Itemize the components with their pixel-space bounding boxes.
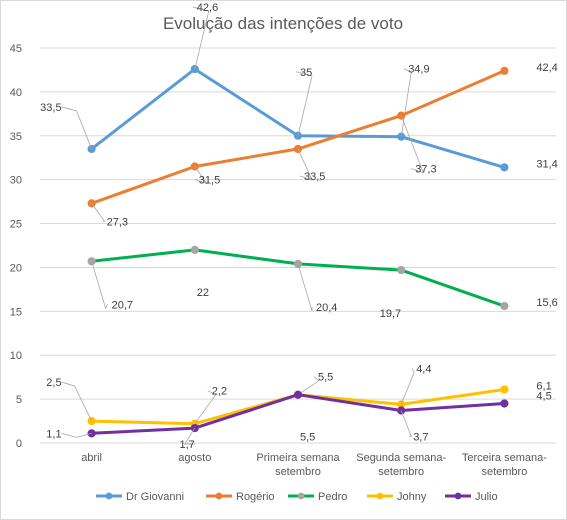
data-label: 3,7 (413, 432, 428, 444)
leader-line (400, 68, 412, 137)
y-tick-label: 45 (10, 43, 22, 55)
x-tick-label: Primeira semana (256, 452, 340, 464)
data-point (500, 66, 509, 75)
data-label: 6,1 (536, 380, 551, 392)
leader-line (61, 432, 92, 438)
data-label: 31,4 (536, 158, 557, 170)
legend-entry: Julio (475, 491, 498, 503)
data-point (500, 385, 509, 394)
leader-line (61, 106, 92, 150)
leader-line (91, 203, 106, 222)
data-point (293, 144, 303, 154)
data-point (190, 245, 199, 254)
series-line (91, 248, 505, 308)
data-label: 34,9 (408, 64, 429, 76)
y-tick-label: 15 (10, 306, 22, 318)
x-tick-label: Terceira semana- (462, 452, 547, 464)
leader-line (297, 263, 313, 312)
data-label: 33,5 (304, 171, 325, 183)
legend-entry: Dr Giovanni (126, 491, 184, 503)
leader-line (184, 427, 196, 445)
data-label: 1,7 (180, 439, 195, 451)
data-label: 22 (197, 287, 209, 299)
legend-entry: Johny (397, 491, 427, 503)
data-label: 33,5 (40, 102, 61, 114)
leader-line (194, 166, 208, 185)
y-tick-label: 10 (10, 350, 22, 362)
legend-marker (454, 492, 462, 500)
data-label: 5,5 (318, 372, 333, 384)
y-tick-label: 35 (10, 131, 22, 143)
leader-line (400, 115, 424, 174)
leader-line (61, 381, 92, 422)
data-label: 5,5 (300, 432, 315, 444)
data-label: 35 (300, 67, 312, 79)
data-point (500, 163, 509, 172)
legend-marker (105, 492, 113, 500)
x-tick-label: abril (81, 452, 102, 464)
data-point (190, 64, 199, 74)
data-point (190, 162, 199, 171)
y-tick-label: 20 (10, 262, 22, 274)
data-label: 4,4 (416, 363, 431, 375)
data-label: 19,7 (380, 308, 401, 320)
y-tick-label: 25 (10, 219, 22, 231)
data-label: 42,6 (197, 2, 218, 14)
x-tick-label: setembro (481, 466, 527, 478)
legend-marker (376, 492, 384, 500)
data-point (500, 399, 509, 408)
leader-line (295, 71, 313, 136)
data-label: 20,4 (316, 302, 337, 314)
data-label: 2,2 (212, 386, 227, 398)
data-label: 1,1 (46, 428, 61, 440)
data-label: 2,5 (46, 377, 61, 389)
y-tick-label: 5 (16, 394, 22, 406)
data-label: 15,6 (536, 297, 557, 309)
leader-line (297, 376, 320, 396)
data-label: 27,3 (107, 216, 128, 228)
leader-line (91, 261, 108, 310)
data-label: 20,7 (112, 299, 133, 311)
x-tick-label: setembro (378, 466, 424, 478)
x-tick-label: setembro (275, 466, 321, 478)
leader-line (297, 148, 313, 181)
legend-marker (297, 492, 305, 500)
y-tick-label: 40 (10, 87, 22, 99)
data-label: 37,3 (415, 164, 436, 176)
legend-marker (215, 492, 223, 500)
leader-line (194, 390, 217, 424)
legend-entry: Rogério (236, 491, 275, 503)
x-tick-label: agosto (178, 452, 211, 464)
data-point (500, 301, 509, 311)
data-point (397, 265, 406, 275)
y-tick-label: 30 (10, 175, 22, 187)
data-label: 42,4 (536, 62, 557, 74)
leader-line (400, 368, 415, 405)
chart-title: Evolução das intenções de voto (163, 14, 403, 33)
data-label: 31,5 (199, 175, 220, 187)
leader-line (192, 6, 210, 70)
y-tick-label: 0 (16, 438, 22, 450)
leader-line (400, 410, 412, 437)
legend-entry: Pedro (318, 491, 347, 503)
x-tick-label: Segunda semana- (356, 452, 446, 464)
series-line (91, 393, 505, 435)
data-label: 4,5 (536, 391, 551, 403)
data-point (293, 390, 303, 399)
